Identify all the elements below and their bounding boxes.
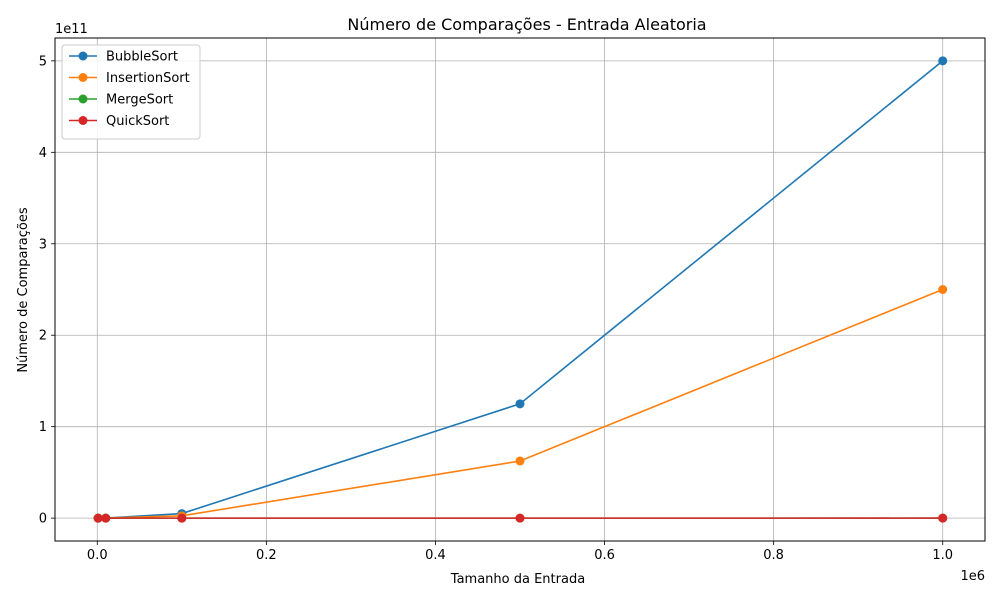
data-point bbox=[515, 399, 525, 409]
plot-area-frame bbox=[54, 37, 986, 542]
legend-item: BubbleSort bbox=[69, 50, 178, 65]
x-tick-label: 0.8 bbox=[763, 548, 784, 563]
chart-title: Número de Comparações - Entrada Aleatori… bbox=[347, 15, 706, 34]
legend-label: MergeSort bbox=[106, 93, 173, 108]
x-tick-label: 0.2 bbox=[256, 548, 277, 563]
y-tick-label: 1 bbox=[39, 420, 47, 435]
x-axis-title: Tamanho da Entrada bbox=[450, 572, 585, 587]
series-layer bbox=[93, 56, 948, 523]
legend-label: InsertionSort bbox=[106, 71, 190, 86]
legend-marker bbox=[78, 73, 88, 82]
y-axis-offset-label: 1e11 bbox=[55, 22, 88, 37]
data-point bbox=[515, 456, 525, 466]
series-quicksort bbox=[93, 513, 948, 523]
x-tick-label: 0.6 bbox=[594, 548, 615, 563]
legend: BubbleSort InsertionSort MergeSort QuickSor… bbox=[61, 44, 201, 140]
legend-marker bbox=[78, 94, 88, 104]
y-tick-label: 4 bbox=[39, 146, 47, 161]
legend-marker bbox=[78, 116, 88, 125]
data-point bbox=[938, 56, 948, 66]
legend-item: MergeSort bbox=[69, 93, 173, 108]
legend-item: InsertionSort bbox=[69, 71, 190, 86]
legend-label: QuickSort bbox=[106, 114, 169, 129]
y-tick-label: 2 bbox=[39, 329, 47, 344]
x-tick-label: 1.0 bbox=[932, 548, 953, 563]
y-axis-title: Número de Comparações bbox=[16, 207, 31, 372]
data-point bbox=[101, 513, 111, 523]
y-tick-label: 3 bbox=[39, 237, 47, 252]
legend-marker bbox=[78, 51, 88, 61]
x-axis: 0.0 0.2 0.4 0.6 0.8 1.0 bbox=[87, 541, 953, 563]
legend-box bbox=[61, 44, 201, 140]
x-tick-label: 0.4 bbox=[425, 548, 446, 563]
x-axis-offset-label: 1e6 bbox=[960, 569, 985, 584]
data-point bbox=[177, 513, 187, 523]
legend-item: QuickSort bbox=[69, 114, 169, 129]
data-point bbox=[515, 513, 525, 523]
data-point bbox=[93, 513, 103, 523]
y-tick-label: 0 bbox=[39, 512, 47, 527]
y-tick-label: 5 bbox=[39, 54, 47, 69]
legend-label: BubbleSort bbox=[106, 50, 178, 65]
x-tick-label: 0.0 bbox=[87, 548, 108, 563]
y-axis: 0 1 2 3 4 5 bbox=[39, 54, 55, 527]
data-point bbox=[938, 513, 948, 523]
data-point bbox=[938, 285, 948, 294]
